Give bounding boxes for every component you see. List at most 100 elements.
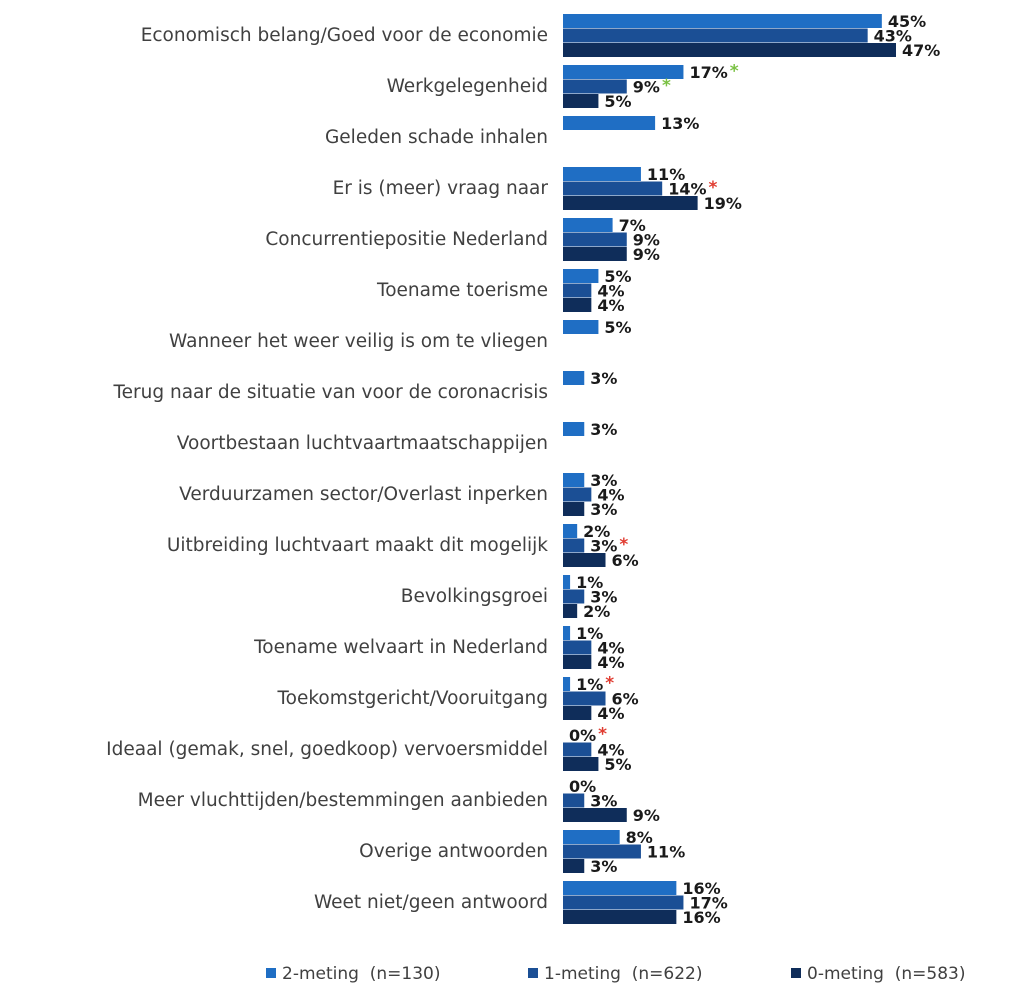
value-label: 4%	[597, 740, 624, 759]
category-label: Terug naar de situatie van voor de coron…	[112, 382, 548, 403]
value-label: 2%	[583, 602, 610, 621]
value-label: 1%	[576, 624, 603, 643]
value-label: 14%	[668, 179, 706, 198]
value-label: 45%	[888, 12, 926, 31]
value-label: 11%	[647, 842, 685, 861]
category-label: Uitbreiding luchtvaart maakt dit mogelij…	[167, 535, 548, 556]
bar	[563, 218, 613, 232]
bar	[563, 691, 606, 706]
value-label: 11%	[647, 165, 685, 184]
bar	[563, 640, 592, 655]
value-label: 4%	[597, 281, 624, 300]
value-label: 4%	[597, 704, 624, 723]
value-label: 17%	[689, 63, 727, 82]
bar	[563, 655, 592, 669]
value-label: 3%	[590, 420, 617, 439]
category-label: Geleden schade inhalen	[325, 127, 548, 148]
bar	[563, 269, 599, 283]
bar	[563, 320, 599, 334]
value-label: 19%	[704, 194, 742, 213]
value-label: 4%	[597, 485, 624, 504]
value-label: 4%	[597, 296, 624, 315]
bar	[563, 808, 627, 822]
bar	[563, 65, 684, 79]
value-label: 6%	[612, 551, 639, 570]
bar	[563, 28, 868, 43]
value-label: 3%	[590, 369, 617, 388]
bar	[563, 473, 585, 487]
bar	[563, 604, 578, 618]
category-label: Toekomstgericht/Vooruitgang	[276, 688, 548, 709]
bar	[563, 793, 585, 808]
category-label: Toename toerisme	[376, 280, 548, 301]
category-label: Toename welvaart in Nederland	[253, 637, 548, 658]
bar	[563, 79, 627, 94]
bar	[563, 895, 684, 910]
bar	[563, 181, 663, 196]
annotation: *	[619, 535, 628, 555]
annotation: *	[730, 61, 739, 81]
value-label: 13%	[661, 114, 699, 133]
value-label: 3%	[590, 857, 617, 876]
legend-swatch	[266, 968, 276, 978]
bar	[563, 43, 896, 57]
value-label: 5%	[604, 755, 631, 774]
category-label: Ideaal (gemak, snel, goedkoop) vervoersm…	[106, 739, 548, 760]
annotation: *	[598, 724, 607, 744]
bar	[563, 247, 627, 261]
category-label: Er is (meer) vraag naar	[333, 178, 549, 199]
bar	[563, 553, 606, 567]
value-label: 16%	[682, 908, 720, 927]
bar	[563, 910, 677, 924]
category-label: Wanneer het weer veilig is om te vliegen	[169, 331, 548, 352]
bar	[563, 283, 592, 298]
bar	[563, 167, 641, 181]
bar	[563, 742, 592, 757]
value-label: 5%	[604, 92, 631, 111]
legend-swatch	[791, 968, 801, 978]
bar	[563, 371, 585, 385]
value-label: 9%	[633, 245, 660, 264]
value-label: 2%	[583, 522, 610, 541]
bar	[563, 298, 592, 312]
bar	[563, 626, 571, 640]
category-label: Voortbestaan luchtvaartmaatschappijen	[177, 433, 548, 454]
category-label: Overige antwoorden	[359, 841, 548, 862]
value-label: 4%	[597, 638, 624, 657]
value-label: 9%	[633, 230, 660, 249]
value-label: 7%	[619, 216, 646, 235]
bar	[563, 94, 599, 108]
value-label: 5%	[604, 318, 631, 337]
legend-label: 0-meting (n=583)	[807, 964, 965, 984]
legend-label: 2-meting (n=130)	[282, 964, 440, 984]
bar	[563, 575, 571, 589]
bar	[563, 422, 585, 436]
bar	[563, 487, 592, 502]
bar	[563, 502, 585, 516]
bar	[563, 677, 571, 691]
bar	[563, 881, 677, 895]
value-label: 0%	[569, 777, 596, 796]
annotation: *	[662, 76, 671, 96]
value-label: 9%	[633, 806, 660, 825]
bar	[563, 14, 882, 28]
bar	[563, 830, 620, 844]
bar	[563, 757, 599, 771]
bar	[563, 589, 585, 604]
bar	[563, 196, 698, 210]
value-label: 8%	[626, 828, 653, 847]
value-label: 3%	[590, 536, 617, 555]
legend-label: 1-meting (n=622)	[544, 964, 702, 984]
value-label: 3%	[590, 500, 617, 519]
bar	[563, 706, 592, 720]
value-label: 17%	[689, 893, 727, 912]
category-label: Meer vluchttijden/bestemmingen aanbieden	[138, 790, 548, 811]
category-label: Economisch belang/Goed voor de economie	[141, 25, 548, 46]
bar	[563, 859, 585, 873]
category-label: Concurrentiepositie Nederland	[265, 229, 548, 250]
annotation: *	[605, 673, 614, 693]
bar	[563, 524, 578, 538]
value-label: 4%	[597, 653, 624, 672]
value-label: 3%	[590, 587, 617, 606]
